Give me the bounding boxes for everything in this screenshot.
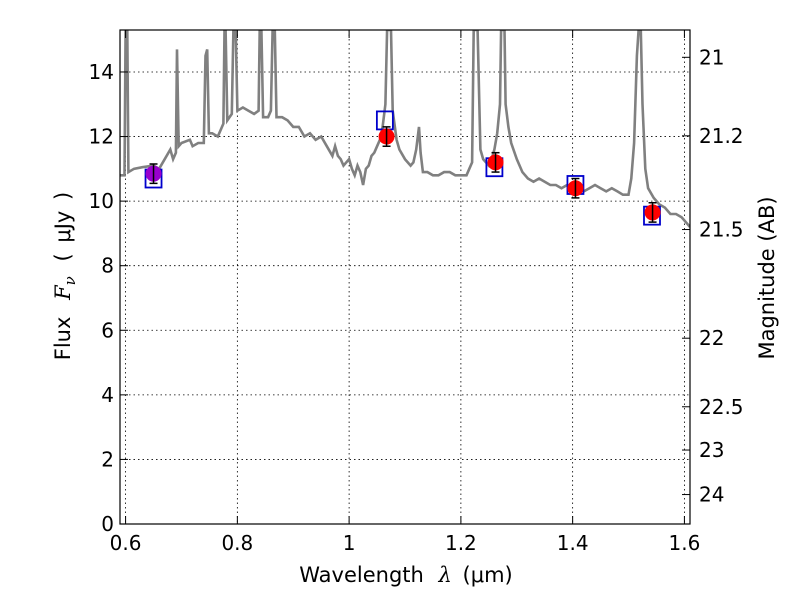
x-axis-title-text: Wavelength xyxy=(299,563,424,587)
sed-line-path xyxy=(120,30,690,228)
y-axis-title-symbol: F xyxy=(51,284,75,301)
y-tick-label: 14 xyxy=(89,60,114,84)
y-axis-title-open-paren: ( xyxy=(51,253,75,261)
y2-tick-label: 24 xyxy=(699,483,724,507)
y-axis-title-subscript: ν xyxy=(61,276,79,285)
y-axis-title-text: Flux xyxy=(51,317,75,361)
photometry-markers xyxy=(144,110,661,226)
x-axis-title-unit: (μm) xyxy=(463,563,513,587)
sed-spectrum-line xyxy=(120,30,690,228)
y2-tick-label: 22 xyxy=(699,326,724,350)
y-tick-label: 8 xyxy=(101,254,114,278)
y-tick-label: 12 xyxy=(89,125,114,149)
x-axis-title-symbol: λ xyxy=(438,563,452,587)
y2-tick-label: 21.5 xyxy=(699,218,744,242)
x-tick-label: 1 xyxy=(343,531,356,555)
y-axis-title-unit: μJy xyxy=(51,211,75,243)
x-tick-label: 0.8 xyxy=(221,531,253,555)
x-tick-label: 0.6 xyxy=(110,531,142,555)
x-tick-label: 1.6 xyxy=(669,531,701,555)
axis-ticks: 0.6 0.8 1 1.2 1.4 1.6024681012142121.221.5222… xyxy=(89,30,744,555)
y-axis-title: Flux Fν ( μJy ) xyxy=(51,192,80,361)
y2-tick-label: 22.5 xyxy=(699,395,744,419)
x-axis-title: Wavelength λ (μm) xyxy=(299,563,512,587)
plot-frame xyxy=(119,29,691,525)
y2-tick-label: 21 xyxy=(699,45,724,69)
y-tick-label: 6 xyxy=(101,318,114,342)
right-axis-title: Magnitude (AB) xyxy=(755,196,779,359)
x-tick-label: 1.2 xyxy=(445,531,477,555)
x-tick-label: 1.4 xyxy=(557,531,589,555)
y2-tick-label: 23 xyxy=(699,438,724,462)
y-tick-label: 0 xyxy=(101,512,114,536)
y-tick-label: 10 xyxy=(89,189,114,213)
y-axis-title-close-paren: ) xyxy=(51,192,75,200)
y2-tick-label: 21.2 xyxy=(699,124,744,148)
y-tick-label: 2 xyxy=(101,447,114,471)
y-tick-label: 4 xyxy=(101,383,114,407)
